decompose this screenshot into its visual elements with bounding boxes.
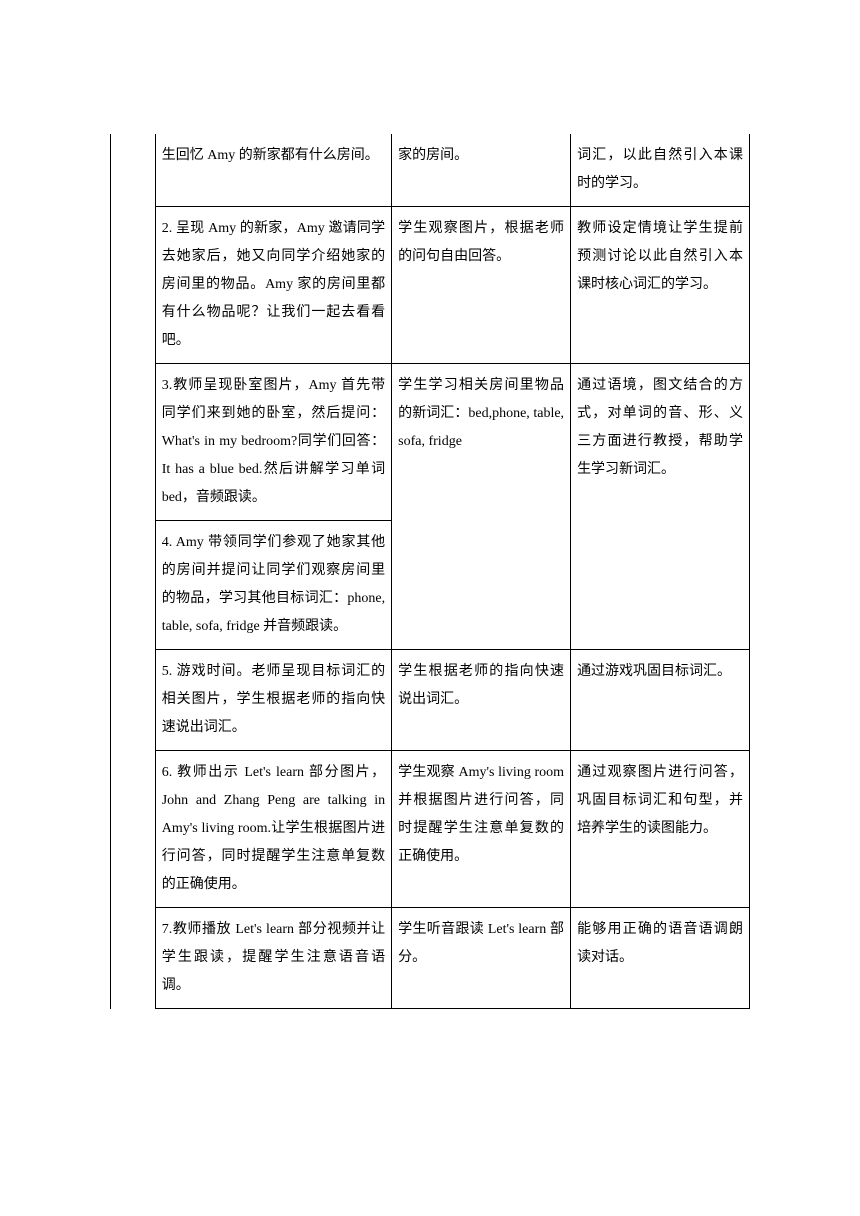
teacher-activity-cell: 2. 呈现 Amy 的新家，Amy 邀请同学去她家后，她又向同学介绍她家的房间里… xyxy=(155,207,391,364)
student-activity-cell: 学生根据老师的指向快速说出词汇。 xyxy=(392,650,571,751)
student-activity-cell: 学生观察图片，根据老师的问句自由回答。 xyxy=(392,207,571,364)
teacher-activity-cell: 5. 游戏时间。老师呈现目标词汇的相关图片，学生根据老师的指向快速说出词汇。 xyxy=(155,650,391,751)
student-activity-cell: 家的房间。 xyxy=(392,134,571,207)
table-row: 3.教师呈现卧室图片，Amy 首先带同学们来到她的卧室，然后提问：What's … xyxy=(111,364,750,521)
intent-cell: 通过观察图片进行问答，巩固目标词汇和句型，并培养学生的读图能力。 xyxy=(571,751,750,908)
student-activity-cell: 学生听音跟读 Let's learn 部分。 xyxy=(392,908,571,1009)
intent-cell: 通过游戏巩固目标词汇。 xyxy=(571,650,750,751)
teacher-activity-cell: 6. 教师出示 Let's learn 部分图片，John and Zhang … xyxy=(155,751,391,908)
lesson-plan-table: 生回忆 Amy 的新家都有什么房间。 家的房间。 词汇，以此自然引入本课时的学习… xyxy=(110,134,750,1009)
table-row: 7.教师播放 Let's learn 部分视频并让学生跟读，提醒学生注意语音语调… xyxy=(111,908,750,1009)
student-activity-cell: 学生学习相关房间里物品的新词汇：bed,phone, table, sofa, … xyxy=(392,364,571,650)
table-row: 6. 教师出示 Let's learn 部分图片，John and Zhang … xyxy=(111,751,750,908)
intent-cell: 词汇，以此自然引入本课时的学习。 xyxy=(571,134,750,207)
teacher-activity-cell: 生回忆 Amy 的新家都有什么房间。 xyxy=(155,134,391,207)
teacher-activity-cell: 3.教师呈现卧室图片，Amy 首先带同学们来到她的卧室，然后提问：What's … xyxy=(155,364,391,521)
intent-cell: 能够用正确的语音语调朗读对话。 xyxy=(571,908,750,1009)
row-header-cell xyxy=(111,134,156,1009)
intent-cell: 教师设定情境让学生提前预测讨论以此自然引入本课时核心词汇的学习。 xyxy=(571,207,750,364)
teacher-activity-cell: 4. Amy 带领同学们参观了她家其他的房间并提问让同学们观察房间里的物品，学习… xyxy=(155,521,391,650)
table-row: 生回忆 Amy 的新家都有什么房间。 家的房间。 词汇，以此自然引入本课时的学习… xyxy=(111,134,750,207)
teacher-activity-cell: 7.教师播放 Let's learn 部分视频并让学生跟读，提醒学生注意语音语调… xyxy=(155,908,391,1009)
table-row: 5. 游戏时间。老师呈现目标词汇的相关图片，学生根据老师的指向快速说出词汇。 学… xyxy=(111,650,750,751)
student-activity-cell: 学生观察 Amy's living room 并根据图片进行问答，同时提醒学生注… xyxy=(392,751,571,908)
intent-cell: 通过语境，图文结合的方式，对单词的音、形、义三方面进行教授，帮助学生学习新词汇。 xyxy=(571,364,750,650)
table-row: 2. 呈现 Amy 的新家，Amy 邀请同学去她家后，她又向同学介绍她家的房间里… xyxy=(111,207,750,364)
